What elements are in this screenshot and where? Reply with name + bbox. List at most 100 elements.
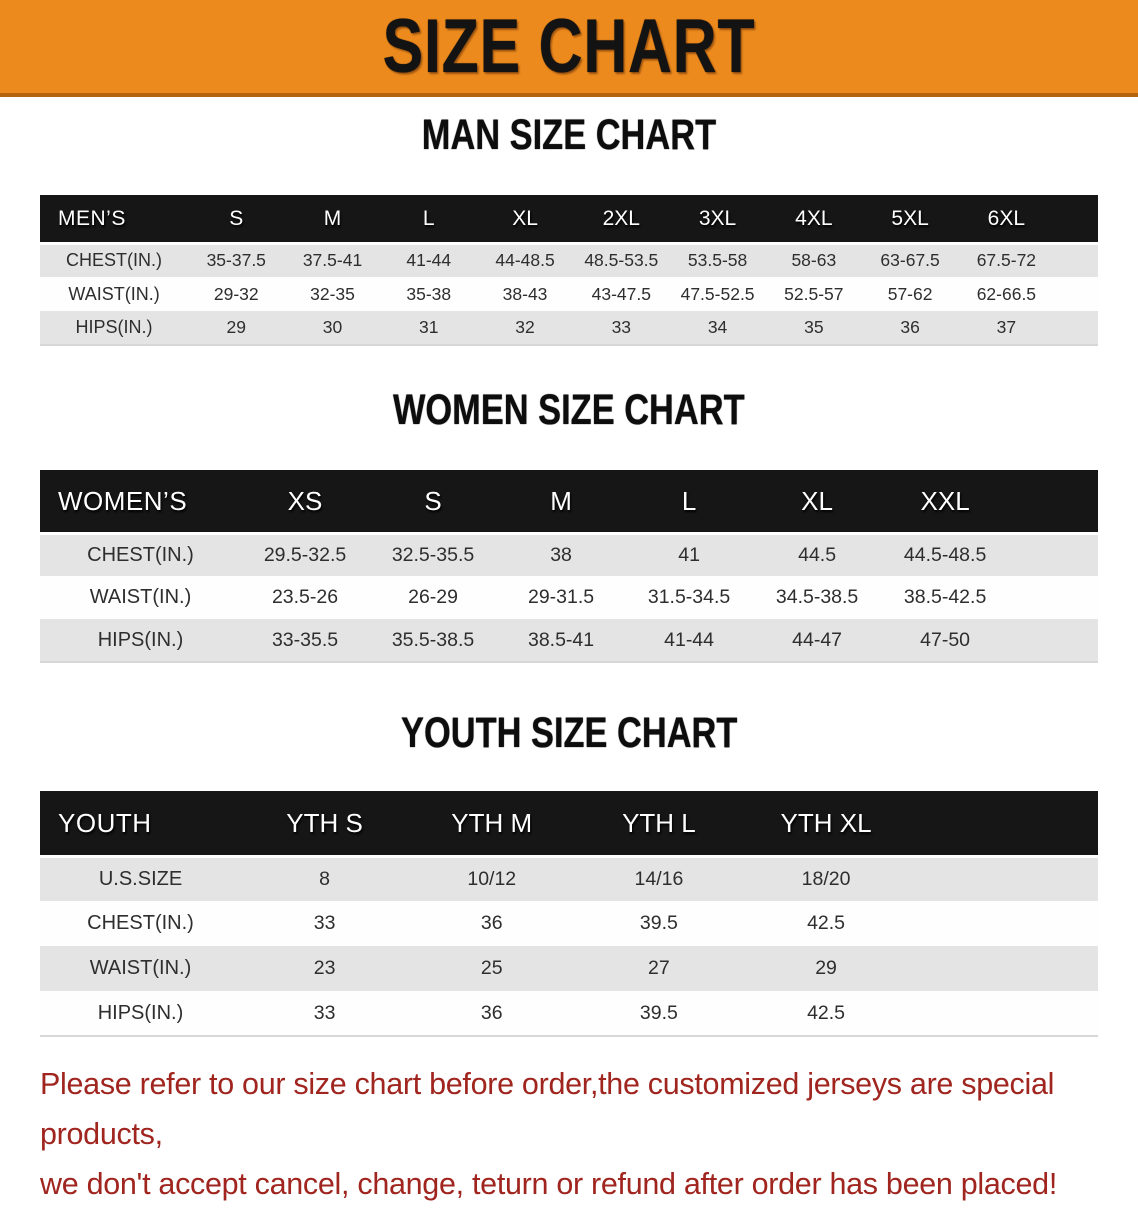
- row-label: U.S.SIZE: [40, 856, 242, 901]
- youth-column-header: YTH S: [241, 791, 409, 858]
- size-value-cell: 29.5-32.5: [241, 533, 370, 576]
- men-size-table: MEN’S S M L XL 2XL 3XL 4XL 5XL 6XL CHEST(IN.) 35-37…: [40, 195, 1098, 346]
- youth-size-chart-heading: YOUTH SIZE CHART: [400, 709, 738, 757]
- youth-table-row: HIPS(IN.) 33 36 39.5 42.5: [40, 991, 1098, 1036]
- size-value-cell: 27: [575, 946, 743, 991]
- size-value-cell: 29-31.5: [497, 576, 626, 619]
- women-column-header: XL: [753, 470, 882, 535]
- men-heading-wrap: MAN SIZE CHART: [0, 111, 1138, 169]
- youth-size-section: YOUTH SIZE CHART YOUTH YTH S YTH M YTH L YTH …: [0, 709, 1138, 1037]
- youth-table-row: CHEST(IN.) 33 36 39.5 42.5: [40, 901, 1098, 946]
- size-value-cell: 8: [241, 856, 409, 901]
- size-value-cell: 38-43: [476, 277, 574, 311]
- filler-cell: [1054, 311, 1098, 345]
- banner-title: SIZE CHART: [382, 4, 756, 89]
- filler-cell: [1009, 470, 1098, 535]
- filler-cell: [1009, 619, 1098, 662]
- youth-column-header: YTH M: [408, 791, 576, 858]
- men-table-row: HIPS(IN.) 29 30 31 32 33 34 35 36 37: [40, 311, 1098, 345]
- row-label: WAIST(IN.): [40, 576, 242, 619]
- size-value-cell: 52.5-57: [765, 277, 862, 311]
- size-value-cell: 31.5-34.5: [625, 576, 754, 619]
- men-column-header: M: [284, 195, 381, 245]
- size-value-cell: 14/16: [575, 856, 743, 901]
- men-column-header: S: [188, 195, 285, 245]
- men-size-chart-heading: MAN SIZE CHART: [421, 111, 717, 159]
- size-value-cell: 38.5-41: [497, 619, 626, 662]
- filler-cell: [1054, 243, 1098, 277]
- women-column-header: M: [497, 470, 626, 535]
- size-value-cell: 32-35: [284, 277, 381, 311]
- footer-warning-line-1: Please refer to our size chart before or…: [40, 1067, 1055, 1151]
- size-chart-sections: MAN SIZE CHART MEN’S S M L XL 2XL 3XL 4XL 5XL 6XL C…: [0, 111, 1138, 1037]
- size-chart-banner: SIZE CHART: [0, 0, 1138, 97]
- men-header-row: MEN’S S M L XL 2XL 3XL 4XL 5XL 6XL: [40, 195, 1098, 245]
- row-label: CHEST(IN.): [40, 533, 242, 576]
- women-header-row: WOMEN’S XS S M L XL XXL: [40, 470, 1098, 535]
- size-value-cell: 31: [380, 311, 477, 345]
- women-column-header: L: [625, 470, 754, 535]
- size-value-cell: 29: [188, 311, 285, 345]
- women-table-corner-label: WOMEN’S: [40, 470, 242, 535]
- women-column-header: XXL: [881, 470, 1010, 535]
- size-value-cell: 18/20: [742, 856, 910, 901]
- women-column-header: S: [369, 470, 498, 535]
- size-value-cell: 44-47: [753, 619, 882, 662]
- men-table-corner-label: MEN’S: [40, 195, 189, 245]
- size-value-cell: 47-50: [881, 619, 1010, 662]
- men-column-header: XL: [476, 195, 574, 245]
- size-value-cell: 33-35.5: [241, 619, 370, 662]
- size-value-cell: 42.5: [742, 901, 910, 946]
- men-column-header: L: [380, 195, 477, 245]
- filler-cell: [1054, 277, 1098, 311]
- youth-column-header: YTH L: [575, 791, 743, 858]
- size-value-cell: 34: [669, 311, 766, 345]
- size-value-cell: 53.5-58: [669, 243, 766, 277]
- filler-cell: [909, 856, 1098, 901]
- men-column-header: 6XL: [958, 195, 1055, 245]
- youth-table-corner-label: YOUTH: [40, 791, 242, 858]
- youth-header-row: YOUTH YTH S YTH M YTH L YTH XL: [40, 791, 1098, 858]
- size-value-cell: 41-44: [380, 243, 477, 277]
- size-value-cell: 25: [408, 946, 576, 991]
- size-value-cell: 37: [958, 311, 1055, 345]
- filler-cell: [1009, 533, 1098, 576]
- youth-table-row: U.S.SIZE 8 10/12 14/16 18/20: [40, 856, 1098, 901]
- row-label: WAIST(IN.): [40, 946, 242, 991]
- youth-size-table: YOUTH YTH S YTH M YTH L YTH XL U.S.SIZE 8 10/12…: [40, 791, 1098, 1037]
- youth-table-row: WAIST(IN.) 23 25 27 29: [40, 946, 1098, 991]
- women-heading-wrap: WOMEN SIZE CHART: [0, 386, 1138, 444]
- size-value-cell: 41-44: [625, 619, 754, 662]
- filler-cell: [1054, 195, 1098, 245]
- row-label: WAIST(IN.): [40, 277, 189, 311]
- women-column-header: XS: [241, 470, 370, 535]
- women-size-table: WOMEN’S XS S M L XL XXL CHEST(IN.) 29.5-32.5 32.5…: [40, 470, 1098, 663]
- size-value-cell: 34.5-38.5: [753, 576, 882, 619]
- size-value-cell: 38: [497, 533, 626, 576]
- size-value-cell: 57-62: [861, 277, 959, 311]
- size-value-cell: 26-29: [369, 576, 498, 619]
- size-value-cell: 37.5-41: [284, 243, 381, 277]
- size-value-cell: 47.5-52.5: [669, 277, 766, 311]
- size-value-cell: 35-37.5: [188, 243, 285, 277]
- size-value-cell: 41: [625, 533, 754, 576]
- size-value-cell: 33: [241, 901, 409, 946]
- size-value-cell: 36: [408, 991, 576, 1036]
- men-column-header: 4XL: [765, 195, 862, 245]
- men-size-section: MAN SIZE CHART MEN’S S M L XL 2XL 3XL 4XL 5XL 6XL C…: [0, 111, 1138, 346]
- size-value-cell: 35-38: [380, 277, 477, 311]
- size-value-cell: 23: [241, 946, 409, 991]
- men-table-row: CHEST(IN.) 35-37.5 37.5-41 41-44 44-48.5 48.5…: [40, 243, 1098, 277]
- filler-cell: [909, 901, 1098, 946]
- size-value-cell: 44.5: [753, 533, 882, 576]
- filler-cell: [909, 991, 1098, 1036]
- size-value-cell: 32: [476, 311, 574, 345]
- footer-warning-line-2: we don't accept cancel, change, teturn o…: [40, 1167, 1057, 1201]
- size-value-cell: 62-66.5: [958, 277, 1055, 311]
- size-value-cell: 35: [765, 311, 862, 345]
- size-value-cell: 30: [284, 311, 381, 345]
- size-value-cell: 44-48.5: [476, 243, 574, 277]
- size-value-cell: 29: [742, 946, 910, 991]
- filler-cell: [909, 946, 1098, 991]
- men-column-header: 5XL: [861, 195, 959, 245]
